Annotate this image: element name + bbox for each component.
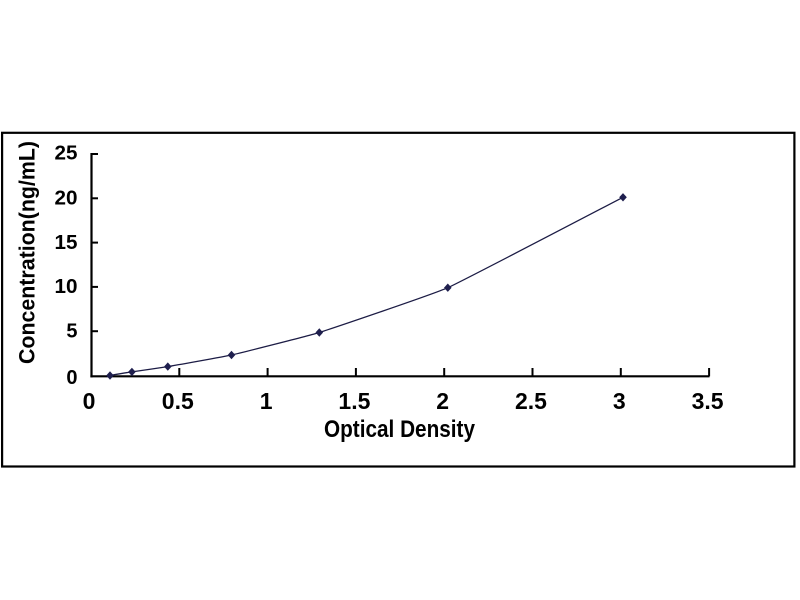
svg-text:20: 20 [55,188,78,210]
svg-text:0: 0 [66,367,77,389]
svg-text:3.5: 3.5 [692,388,724,414]
svg-text:15: 15 [55,232,78,254]
svg-text:2: 2 [436,388,449,414]
svg-text:1.5: 1.5 [338,388,370,414]
svg-text:1: 1 [260,388,273,414]
svg-text:10: 10 [55,276,78,298]
svg-text:Concentration(ng/mL): Concentration(ng/mL) [14,141,39,364]
svg-text:0: 0 [83,388,96,414]
svg-text:Optical Density: Optical Density [324,416,476,443]
svg-text:3: 3 [613,388,626,414]
svg-text:0.5: 0.5 [162,388,194,414]
svg-text:2.5: 2.5 [515,388,547,414]
svg-text:5: 5 [66,320,77,342]
svg-text:25: 25 [55,143,78,165]
